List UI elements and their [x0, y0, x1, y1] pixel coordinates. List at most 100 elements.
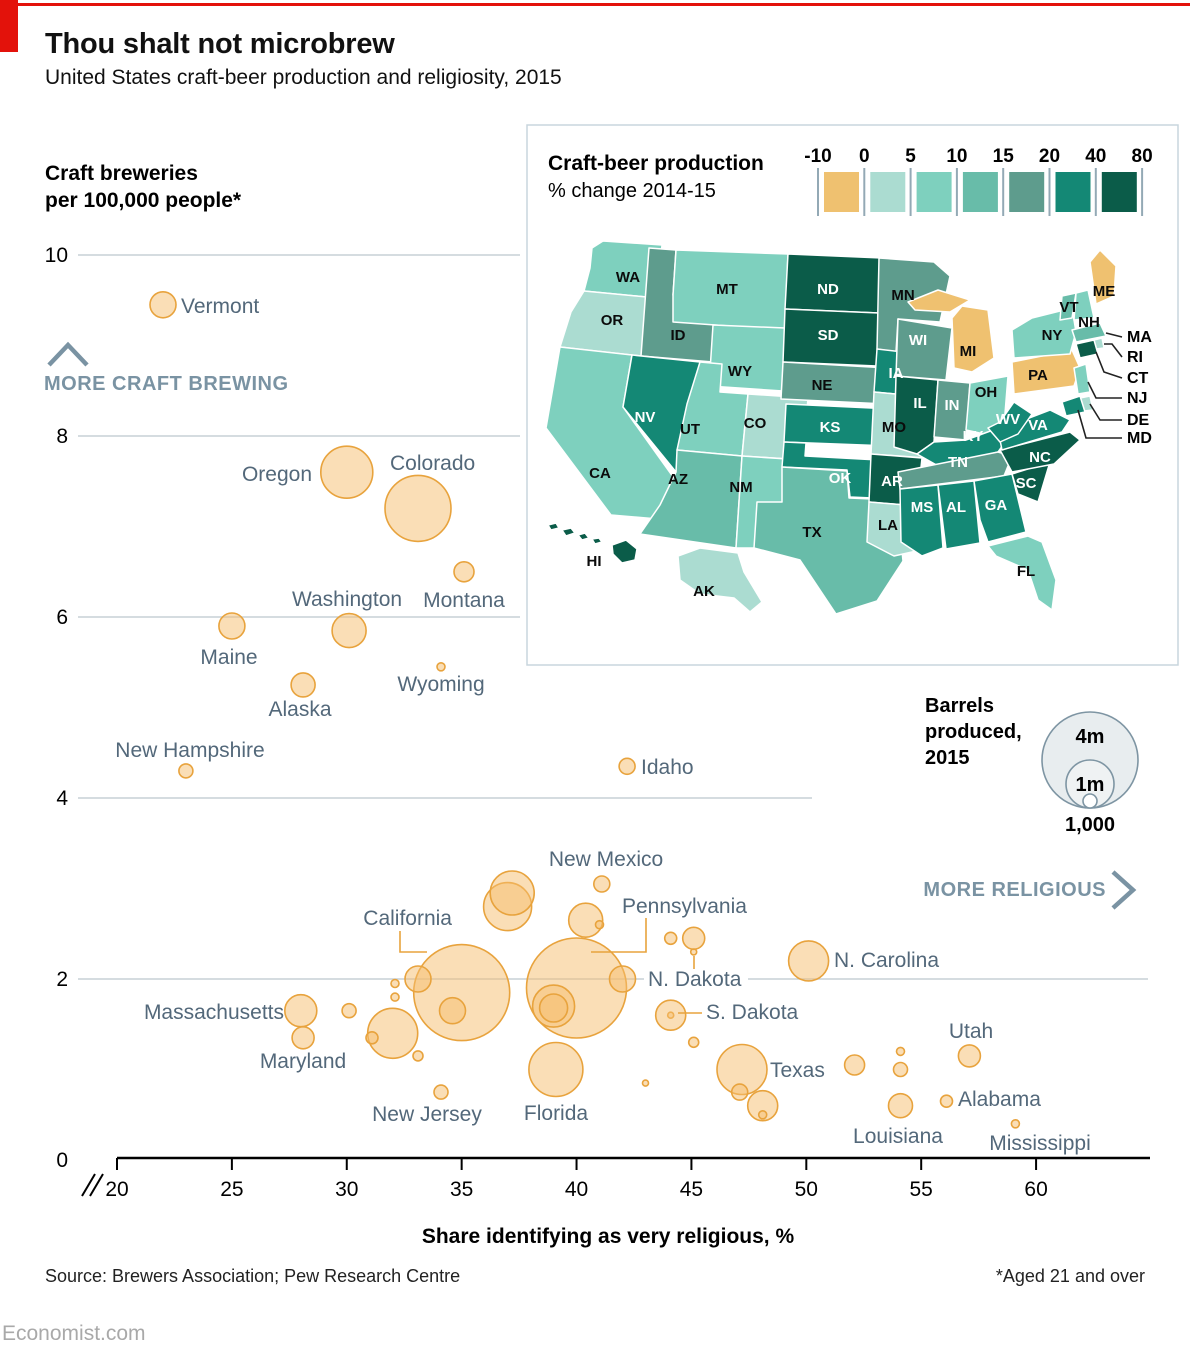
state-label-NM: NM [729, 479, 752, 496]
bubble-state [757, 1110, 768, 1120]
size-legend-label-4m: 4m [1076, 726, 1105, 748]
state-MI [907, 289, 995, 373]
state-label-LA: LA [878, 517, 898, 534]
state-label-CO: CO [744, 415, 767, 432]
point-label-n-dakota: N. Dakota [648, 968, 742, 991]
bubble-state [390, 978, 400, 989]
bubble-state [567, 902, 604, 939]
state-label-KY: KY [963, 428, 984, 445]
state-label-SC: SC [1016, 475, 1037, 492]
state-label-AZ: AZ [668, 471, 688, 488]
bubble-maine [218, 612, 246, 640]
callout-label-NJ: NJ [1127, 390, 1147, 407]
bubble-washington [331, 612, 367, 649]
bubble-n-carolina [787, 940, 830, 982]
legend-tick-label: 5 [905, 146, 916, 167]
point-label-wyoming: Wyoming [397, 673, 484, 696]
bubble-state [341, 1002, 357, 1019]
y-tick-label: 6 [56, 606, 68, 629]
bubble-oregon [319, 445, 374, 500]
state-WV [987, 401, 1033, 443]
state-label-KS: KS [820, 419, 841, 436]
x-tick-label: 20 [105, 1178, 128, 1201]
bubble-state [404, 965, 432, 993]
state-label-UT: UT [680, 421, 700, 438]
callout-line-MA [1105, 332, 1123, 338]
california-callout-line [399, 931, 427, 953]
map-subtitle: % change 2014-15 [548, 180, 716, 202]
state-AL [937, 480, 981, 550]
bubble-state [681, 926, 706, 951]
source-text: Source: Brewers Association; Pew Researc… [45, 1266, 461, 1286]
state-label-IN: IN [945, 397, 960, 414]
gridlines: 10 8 6 4 2 0 [45, 244, 1148, 1172]
point-label-vermont: Vermont [181, 295, 259, 318]
x-tick-label: 60 [1024, 1178, 1047, 1201]
state-label-VA: VA [1028, 417, 1048, 434]
legend-tick-label: 40 [1085, 146, 1106, 167]
bubble-state [892, 1061, 909, 1078]
x-tick-label: 50 [795, 1178, 818, 1201]
state-label-MT: MT [716, 281, 738, 298]
y-tick-label: 4 [56, 787, 68, 810]
state-NC [999, 431, 1081, 473]
x-tick-label: 25 [220, 1178, 243, 1201]
state-MD [1061, 395, 1086, 417]
y-tick-label: 2 [56, 968, 68, 991]
state-label-MN: MN [891, 287, 914, 304]
state-label-SD: SD [818, 327, 839, 344]
state-label-NC: NC [1029, 449, 1051, 466]
callout-line-CT [1095, 351, 1123, 379]
annotation-more-craft-brewing: MORE CRAFT BREWING [44, 373, 289, 395]
bubble-state [895, 1046, 906, 1057]
state-label-GA: GA [985, 497, 1008, 514]
state-label-TX: TX [802, 524, 821, 541]
point-label-massachusetts: Massachusetts [144, 1001, 284, 1024]
state-label-TN: TN [948, 454, 968, 471]
bubble-wyoming [436, 661, 446, 672]
bubble-state [608, 965, 637, 993]
page-title: Thou shalt not microbrew [45, 28, 395, 60]
annotation-more-religious: MORE RELIGIOUS [923, 879, 1106, 901]
bubble-new-mexico [592, 875, 611, 893]
state-label-WY: WY [728, 363, 752, 380]
legend-swatch [916, 172, 952, 212]
bubble-state [594, 919, 605, 930]
state-label-VT: VT [1059, 299, 1078, 316]
point-label-alabama: Alabama [958, 1088, 1041, 1111]
legend-swatch [1101, 172, 1137, 212]
state-label-MI: MI [960, 343, 977, 360]
state-NJ [1073, 363, 1091, 395]
y-tick-label: 10 [45, 244, 68, 267]
scatter-bubbles [149, 290, 1021, 1129]
size-legend-title-line: 2015 [925, 747, 970, 769]
page-subtitle: United States craft-beer production and … [45, 66, 562, 89]
callout-line-RI [1104, 343, 1123, 358]
y-tick-label: 0 [56, 1149, 68, 1172]
bubble-state [687, 1036, 700, 1049]
label-backing [644, 970, 748, 990]
map-title: Craft-beer production [548, 152, 764, 175]
state-MS [899, 484, 944, 557]
x-tick-label: 30 [335, 1178, 358, 1201]
bubble-idaho [618, 757, 636, 776]
bubble-new-hampshire [178, 763, 194, 779]
state-FL [987, 535, 1057, 611]
map-color-legend: -10 0 5 10 15 20 40 80 [804, 146, 1153, 216]
point-label-maryland: Maryland [260, 1050, 346, 1073]
state-label-ME: ME [1093, 283, 1116, 300]
axis-break-icon [81, 1173, 104, 1197]
state-AK [677, 547, 763, 613]
state-label-ID: ID [671, 327, 686, 344]
state-WI [895, 318, 953, 381]
bubble-utah [957, 1044, 982, 1068]
callout-label-MD: MD [1127, 430, 1152, 447]
footnote-text: *Aged 21 and over [995, 1266, 1145, 1286]
point-label-washington: Washington [292, 588, 402, 611]
legend-tick-label: 80 [1132, 146, 1153, 167]
bubble-florida [528, 1041, 584, 1098]
state-TX [753, 466, 904, 615]
size-legend-circle-1,000 [1082, 793, 1098, 809]
